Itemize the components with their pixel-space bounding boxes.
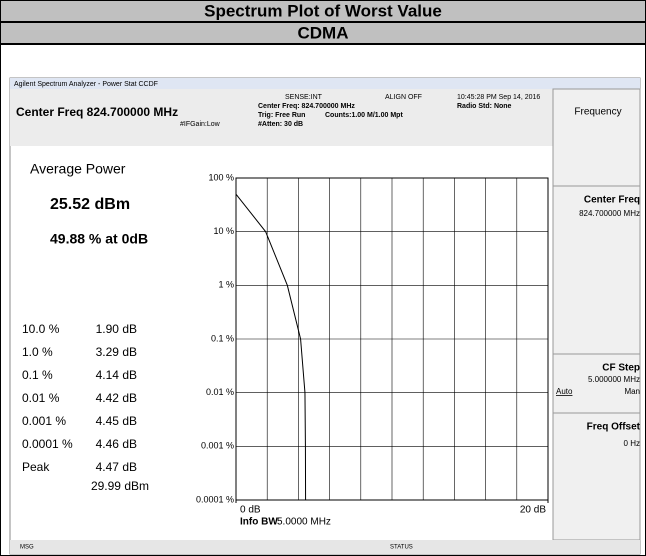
softkey-value: 5.000000 MHz [588,375,640,384]
softkey-value: 0 Hz [624,439,640,448]
status-bar [10,540,640,554]
stat-value: 4.45 dB [96,414,137,428]
sense: SENSE:INT [285,94,323,101]
softkey-label: Center Freq [584,195,640,206]
center-freq: Center Freq 824.700000 MHz [16,105,178,119]
datetime: 10:45:28 PM Sep 14, 2016 [457,94,540,101]
avg-power: 25.52 dBm [50,196,130,213]
softkey-label: CF Step [602,363,640,374]
counts: Counts:1.00 M/1.00 Mpt [325,112,403,119]
stat-value: 4.46 dB [96,437,137,451]
radio-std: Radio Std: None [457,103,512,110]
info-bw: 5.0000 MHz [277,517,331,528]
y-tick-label: 0.0001 % [196,494,234,504]
softkey-auto: Auto [556,387,573,396]
stat-label: 0.001 % [22,414,66,428]
y-tick-label: 0.1 % [211,333,234,343]
align: ALIGN OFF [385,94,422,101]
y-tick-label: 0.01 % [206,387,234,397]
softkey-panel [552,88,641,541]
stat-label: 0.0001 % [22,437,73,451]
x-tick-label: 20 dB [520,505,546,516]
stat-value: 4.42 dB [96,391,137,405]
x-tick-label: 0 dB [240,505,261,516]
status: STATUS [390,545,413,551]
center-freq-info: Center Freq: 824.700000 MHz [258,103,355,110]
peak-dbm: 29.99 dBm [91,479,149,493]
stat-label: 0.01 % [22,391,60,405]
table-title: Spectrum Plot of Worst Value [204,1,442,20]
table-subtitle: CDMA [298,23,349,42]
y-tick-label: 1 % [218,280,234,290]
stat-label: 10.0 % [22,322,60,336]
y-tick-label: 10 % [213,226,234,236]
if-gain: #IFGain:Low [180,121,221,128]
stat-value: 4.47 dB [96,460,137,474]
menu-title: Frequency [574,107,621,118]
info-header [10,89,553,146]
atten: #Atten: 30 dB [258,121,303,128]
softkey-value: 824.700000 MHz [579,209,640,218]
softkey-label: Freq Offset [587,422,641,433]
at-0db: 49.88 % at 0dB [50,231,148,247]
stat-value: 3.29 dB [96,345,137,359]
stat-label: 1.0 % [22,345,53,359]
title-bar [10,78,640,89]
info-bw-label: Info BW [240,517,278,528]
ccdf-curve [235,193,307,501]
avg-power-label: Average Power [30,161,126,177]
stat-label: Peak [22,460,50,474]
y-tick-label: 0.001 % [201,441,234,451]
trig: Trig: Free Run [258,112,305,119]
y-tick-label: 100 % [208,172,234,182]
title-bar-text: Agilent Spectrum Analyzer - Power Stat C… [14,81,158,88]
stat-label: 0.1 % [22,368,53,382]
stat-value: 1.90 dB [96,322,137,336]
softkey-man: Man [624,387,640,396]
status-msg: MSG [20,545,34,551]
stat-value: 4.14 dB [96,368,137,382]
